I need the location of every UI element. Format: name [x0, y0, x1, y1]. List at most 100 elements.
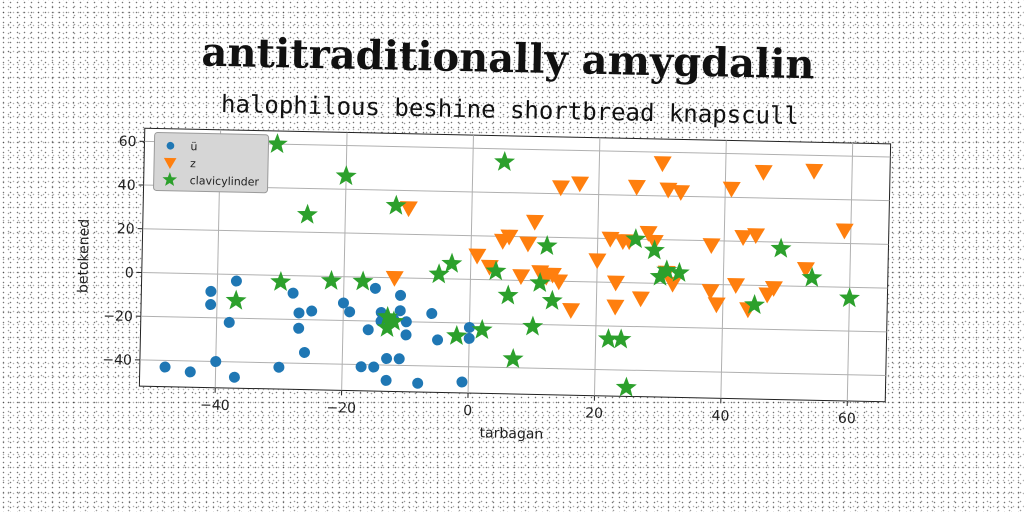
triangle-point — [722, 181, 741, 198]
triangle-point — [588, 253, 607, 270]
data-marks — [159, 133, 860, 397]
circle-point — [412, 377, 424, 389]
star-point — [376, 316, 398, 337]
circle-point — [463, 332, 475, 344]
star-point — [770, 237, 792, 258]
legend-marker — [163, 157, 177, 170]
triangle-point — [606, 275, 625, 292]
star-point — [522, 315, 544, 336]
circle-point — [355, 361, 367, 373]
chart-title: antitraditionally amygdalin — [201, 29, 815, 89]
circle-point — [184, 366, 196, 378]
circle-point — [368, 361, 380, 373]
triangle-point — [627, 179, 646, 196]
star-point — [597, 328, 619, 349]
chart-subtitle: halophilous beshine shortbread knapscull — [221, 90, 799, 130]
triangle-point — [519, 236, 538, 253]
y-tick-label: 20 — [117, 221, 135, 237]
star-point — [377, 306, 398, 327]
triangle-point — [663, 276, 682, 293]
star-point — [296, 203, 318, 224]
circle-point — [287, 287, 299, 299]
star-point — [610, 328, 632, 349]
triangle-point — [653, 156, 672, 173]
circle-point — [344, 306, 356, 318]
star-point — [625, 228, 647, 249]
circle-point — [293, 322, 305, 334]
triangle-point — [727, 277, 746, 294]
y-tick-label: 40 — [118, 178, 136, 194]
legend-label: z — [190, 157, 196, 170]
star-point — [649, 265, 671, 286]
x-grid-line — [846, 143, 854, 401]
triangle-point — [550, 274, 569, 291]
triangle-point — [734, 230, 753, 246]
triangle-point — [552, 180, 571, 197]
star-point — [266, 133, 288, 154]
circle-point — [426, 308, 438, 320]
triangle-point — [701, 284, 720, 300]
x-tick-label: −40 — [200, 397, 230, 414]
star-point — [529, 272, 551, 293]
triangle-point — [526, 214, 545, 231]
legend-box — [153, 131, 270, 194]
star-point — [270, 270, 292, 292]
star-point — [385, 194, 407, 215]
star-point — [615, 376, 637, 397]
circle-point — [210, 356, 222, 368]
triangle-point — [747, 228, 766, 245]
y-grid-line — [142, 228, 889, 245]
y-tick-label: −20 — [103, 308, 133, 325]
star-point — [656, 259, 678, 280]
triangle-point — [512, 269, 531, 286]
star-point — [494, 150, 516, 171]
circle-point — [293, 307, 305, 319]
circle-point — [205, 285, 217, 297]
star-point — [471, 318, 493, 339]
circle-point — [400, 316, 412, 328]
triangle-point — [764, 280, 783, 297]
triangle-point — [639, 225, 658, 242]
triangle-point — [385, 270, 404, 287]
triangle-point — [562, 302, 581, 319]
circle-point — [230, 275, 242, 287]
triangle-point — [399, 201, 418, 218]
x-grid-line — [467, 135, 474, 394]
star-point — [335, 165, 357, 186]
star-point — [502, 347, 524, 369]
triangle-point — [606, 299, 625, 316]
star-point — [541, 289, 563, 310]
y-tick-label: −40 — [102, 352, 132, 369]
star-point — [485, 260, 507, 281]
circle-point — [273, 361, 285, 373]
x-tick-label: 60 — [838, 411, 856, 427]
star-point — [225, 289, 247, 310]
star-point — [428, 263, 450, 284]
circle-point — [432, 334, 444, 346]
triangle-point — [500, 229, 519, 246]
y-tick-label: 60 — [118, 134, 136, 150]
x-tick-label: −20 — [326, 400, 356, 417]
x-axis-label: tarbagan — [479, 425, 543, 442]
triangle-point — [835, 223, 854, 240]
star-point — [644, 239, 665, 260]
star-point — [383, 310, 405, 331]
circle-point — [159, 361, 171, 373]
circle-point — [205, 299, 217, 311]
triangle-point — [468, 248, 487, 265]
triangle-point — [672, 184, 691, 201]
circle-point — [456, 376, 468, 388]
triangle-point — [631, 291, 650, 308]
star-point — [320, 269, 342, 290]
circle-point — [223, 316, 235, 328]
legend-marker — [166, 141, 175, 150]
y-grid-line — [141, 271, 888, 289]
triangle-point — [571, 176, 590, 193]
circle-point — [394, 305, 406, 317]
star-point — [668, 261, 690, 282]
legend-label: ü — [190, 140, 197, 153]
circle-point — [395, 289, 407, 301]
triangle-point — [702, 238, 721, 255]
circle-point — [463, 321, 475, 333]
